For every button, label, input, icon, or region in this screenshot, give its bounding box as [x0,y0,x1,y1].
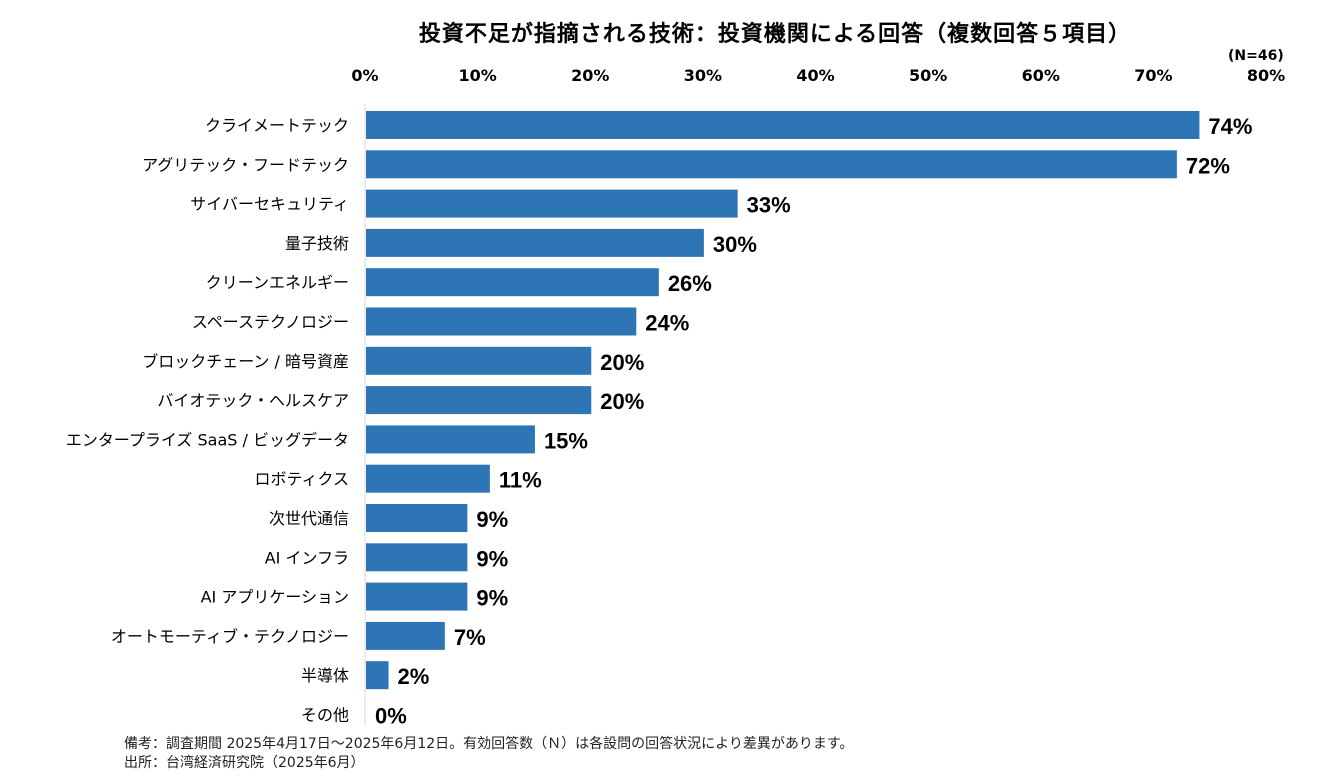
category-label: その他 [301,706,349,725]
data-label: 9% [476,507,508,532]
x-tick-label: 30% [684,66,722,85]
bar [366,189,738,218]
bar [366,425,535,454]
x-tick-label: 0% [351,66,378,85]
category-label: ブロックチェーン / 暗号資産 [142,352,349,371]
x-tick-label: 40% [796,66,834,85]
bar [366,228,704,257]
bar [366,464,490,493]
bar [366,543,468,572]
chart-title: 投資不足が指摘される技術：投資機関による回答（複数回答５項目） [418,22,1132,47]
sample-size-label: (N=46) [1228,48,1284,64]
bar [366,268,659,297]
bar [366,661,389,690]
category-label: クライメートテック [205,116,349,135]
x-tick-label: 10% [458,66,496,85]
source-note: 出所：台湾経済研究院（2025年6月） [124,755,365,771]
data-label: 11% [499,468,542,493]
x-tick-label: 70% [1134,66,1172,85]
category-label: サイバーセキュリティ [190,195,349,214]
data-label: 9% [476,546,508,571]
data-label: 20% [600,389,644,414]
data-label: 26% [668,271,712,296]
category-label: エンタープライズ SaaS / ビッグデータ [66,430,349,449]
data-label: 72% [1186,153,1230,178]
category-label: アグリテック・フードテック [142,155,349,174]
bar [366,111,1200,139]
data-label: 24% [645,311,689,336]
category-label: AI アプリケーション [201,588,349,607]
data-label: 30% [713,232,757,257]
data-label: 74% [1208,114,1252,139]
remark-note: 備考：調査期間 2025年4月17日～2025年6月12日。有効回答数（Ｎ）は各… [124,736,854,752]
bar [366,504,468,532]
category-label: スペーステクノロジー [192,313,349,332]
data-label: 7% [454,625,486,650]
bar [366,150,1177,179]
x-tick-label: 80% [1247,66,1285,85]
category-label: 次世代通信 [269,509,349,528]
x-tick-label: 50% [909,66,947,85]
bar [366,386,592,415]
category-label: クリーンエネルギー [206,273,349,292]
category-label: ロボティクス [254,470,349,489]
data-label: 9% [476,586,508,611]
category-label: 半導体 [301,666,349,685]
bar [366,307,637,336]
data-label: 15% [544,428,588,453]
x-tick-label: 20% [571,66,609,85]
data-label: 0% [375,704,407,729]
data-label: 33% [747,193,791,218]
bars: クライメートテック 74% アグリテック・フードテック 72% サイバーセキュリティ 33… [66,111,1252,729]
x-axis-ticks: 0% 10% 20% 30% 40% 50% 60% 70% 80% [351,66,1285,85]
bar [366,346,592,375]
category-label: バイオテック・ヘルスケア [157,391,349,410]
data-label: 2% [398,664,430,689]
bar [366,582,468,611]
data-label: 20% [600,350,644,375]
category-label: 量子技術 [285,234,349,253]
bar [366,621,445,650]
category-label: オートモーティブ・テクノロジー [111,627,349,646]
category-label: AI インフラ [265,548,349,567]
x-tick-label: 60% [1022,66,1060,85]
